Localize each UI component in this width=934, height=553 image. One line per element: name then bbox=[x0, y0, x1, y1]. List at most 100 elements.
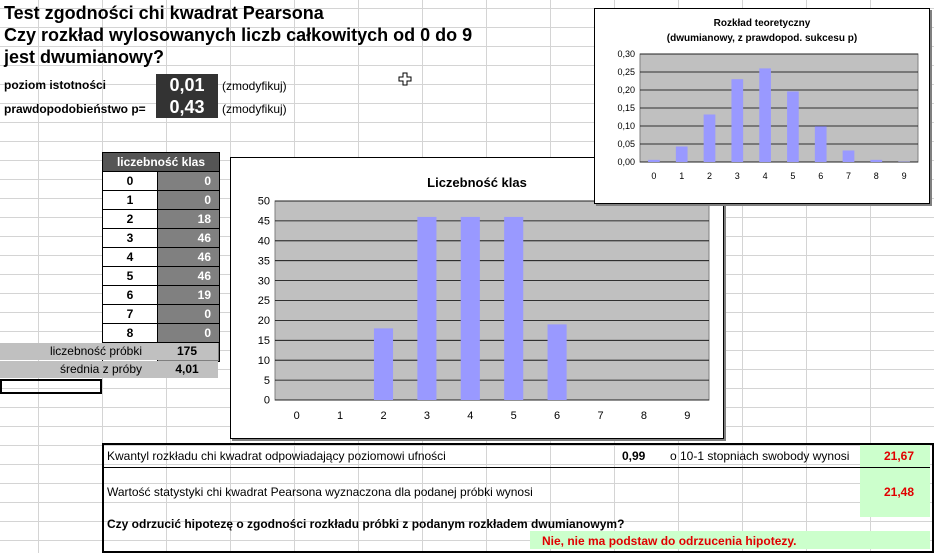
cell-cursor-icon bbox=[398, 72, 412, 86]
alpha-label: poziom istotności bbox=[4, 78, 106, 92]
statistic-value[interactable]: 21,48 bbox=[883, 485, 914, 499]
x-tick-label: 0 bbox=[294, 410, 300, 422]
x-tick-label: 1 bbox=[679, 171, 684, 181]
y-tick-label: 20 bbox=[258, 315, 270, 327]
bar bbox=[703, 114, 716, 162]
class-count-cell[interactable]: 46 bbox=[158, 229, 219, 247]
y-tick-label: 0,15 bbox=[617, 103, 635, 113]
bar bbox=[373, 328, 394, 400]
x-tick-label: 2 bbox=[707, 171, 712, 181]
hypothesis-question: Czy odrzucić hipotezę o zgodności rozkła… bbox=[107, 517, 625, 531]
x-tick-label: 9 bbox=[684, 410, 690, 422]
theoretical-chart-subtitle: (dwumianowy, z prawdopod. sukcesu p) bbox=[666, 33, 858, 44]
y-tick-label: 5 bbox=[264, 375, 270, 387]
class-table-row: 3 46 bbox=[103, 228, 219, 247]
p-input[interactable]: 0,43 bbox=[156, 96, 218, 118]
quantile-value[interactable]: 21,67 bbox=[860, 445, 930, 467]
class-count-cell[interactable]: 0 bbox=[158, 172, 219, 190]
bar bbox=[648, 159, 660, 162]
class-count-chart[interactable]: Liczebność klas 0 5 10 15 20 25 30 35 40 45 50 0 1 2 3… bbox=[230, 157, 724, 439]
sheet-question-line1: Czy rozkład wylosowanych liczb całkowity… bbox=[4, 25, 473, 45]
class-key-cell[interactable]: 0 bbox=[103, 172, 158, 190]
p-hint: (zmodyfikuj) bbox=[222, 102, 287, 116]
y-tick-label: 25 bbox=[258, 295, 270, 307]
results-table: Kwantyl rozkładu chi kwadrat odpowiadają… bbox=[102, 443, 934, 553]
p-label: prawdopodobieństwo p= bbox=[4, 102, 146, 116]
class-key-cell[interactable]: 8 bbox=[103, 324, 158, 342]
class-key-cell[interactable]: 4 bbox=[103, 248, 158, 266]
sheet-title: Test zgodności chi kwadrat Pearsona bbox=[4, 3, 324, 23]
y-tick-label: 0,10 bbox=[617, 121, 635, 131]
df-label: o 10-1 stopniach swobody wynosi bbox=[670, 449, 850, 463]
theoretical-dist-chart[interactable]: Rozkład teoretyczny (dwumianowy, z prawd… bbox=[594, 8, 930, 204]
y-tick-label: 0,20 bbox=[617, 85, 635, 95]
class-table-row: 6 19 bbox=[103, 285, 219, 304]
class-count-cell[interactable]: 0 bbox=[158, 191, 219, 209]
bar bbox=[675, 146, 688, 162]
y-tick-label: 0,25 bbox=[617, 67, 635, 77]
class-count-cell[interactable]: 0 bbox=[158, 324, 219, 342]
class-table-row: 2 18 bbox=[103, 209, 219, 228]
x-tick-label: 8 bbox=[641, 410, 647, 422]
y-tick-label: 40 bbox=[258, 235, 270, 247]
y-tick-label: 35 bbox=[258, 255, 270, 267]
x-tick-label: 6 bbox=[554, 410, 560, 422]
class-count-cell[interactable]: 0 bbox=[158, 305, 219, 323]
x-tick-label: 5 bbox=[790, 171, 795, 181]
class-key-cell[interactable]: 2 bbox=[103, 210, 158, 228]
x-tick-label: 4 bbox=[467, 410, 473, 422]
class-key-cell[interactable]: 7 bbox=[103, 305, 158, 323]
y-tick-label: 50 bbox=[258, 196, 270, 208]
bar bbox=[870, 159, 883, 162]
y-tick-label: 0,05 bbox=[617, 139, 635, 149]
alpha-hint: (zmodyfikuj) bbox=[222, 79, 287, 93]
class-key-cell[interactable]: 1 bbox=[103, 191, 158, 209]
class-count-cell[interactable]: 46 bbox=[158, 267, 219, 285]
bar bbox=[460, 216, 480, 400]
class-table-header: liczebność klas bbox=[103, 153, 219, 171]
x-tick-label: 3 bbox=[424, 410, 430, 422]
x-tick-label: 9 bbox=[902, 171, 907, 181]
sample-size-value[interactable]: 175 bbox=[156, 343, 218, 360]
class-key-cell[interactable]: 6 bbox=[103, 286, 158, 304]
x-tick-label: 8 bbox=[874, 171, 879, 181]
class-count-cell[interactable]: 18 bbox=[158, 210, 219, 228]
y-tick-label: 30 bbox=[258, 275, 270, 287]
active-cell[interactable] bbox=[0, 379, 102, 394]
x-tick-label: 2 bbox=[380, 410, 386, 422]
y-tick-label: 15 bbox=[258, 335, 270, 347]
x-tick-label: 4 bbox=[763, 171, 768, 181]
class-count-cell[interactable]: 46 bbox=[158, 248, 219, 266]
bar bbox=[504, 216, 524, 400]
alpha-input[interactable]: 0,01 bbox=[156, 74, 218, 96]
class-table-row: 5 46 bbox=[103, 266, 219, 285]
confidence-value[interactable]: 0,99 bbox=[622, 449, 646, 463]
y-tick-label: 0 bbox=[264, 395, 270, 407]
x-tick-label: 7 bbox=[846, 171, 851, 181]
quantile-label: Kwantyl rozkładu chi kwadrat odpowiadają… bbox=[107, 449, 446, 463]
class-count-cell[interactable]: 19 bbox=[158, 286, 219, 304]
class-key-cell[interactable]: 5 bbox=[103, 267, 158, 285]
statistic-label: Wartość statystyki chi kwadrat Pearsona … bbox=[107, 485, 533, 499]
class-count-chart-title: Liczebność klas bbox=[427, 175, 527, 190]
mean-label: średnia z próby bbox=[0, 361, 156, 378]
hypothesis-answer: Nie, nie ma podstaw do odrzucenia hipote… bbox=[542, 534, 797, 548]
bar bbox=[814, 126, 827, 162]
sheet-question-line2: jest dwumianowy? bbox=[4, 47, 165, 67]
x-tick-label: 1 bbox=[337, 410, 343, 422]
class-table-row: 4 46 bbox=[103, 247, 219, 266]
class-key-cell[interactable]: 3 bbox=[103, 229, 158, 247]
x-tick-label: 3 bbox=[735, 171, 740, 181]
mean-value[interactable]: 4,01 bbox=[156, 361, 218, 378]
bar bbox=[417, 216, 437, 400]
bar bbox=[547, 324, 567, 400]
y-tick-label: 0,30 bbox=[617, 49, 635, 59]
theoretical-chart-title: Rozkład teoretyczny bbox=[713, 18, 811, 29]
y-tick-label: 45 bbox=[258, 216, 270, 228]
bar bbox=[731, 79, 744, 162]
